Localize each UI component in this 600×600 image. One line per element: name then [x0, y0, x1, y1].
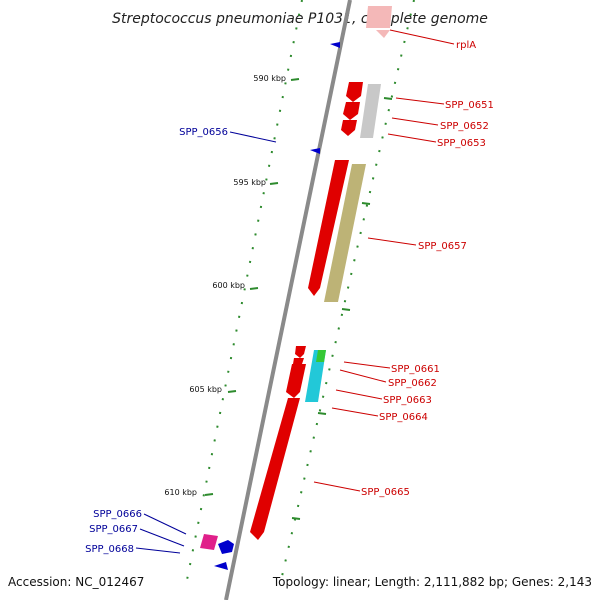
gene-arrow: [343, 102, 360, 120]
gene-SPP_0661[interactable]: [295, 346, 306, 358]
gene-reverse-arrow: [214, 562, 228, 570]
tick-marks: 590 kbp 595 kbp 600 kbp 605 kbp 610 kbp: [164, 74, 300, 497]
gene-SPP_0668[interactable]: [214, 562, 228, 570]
tick-mark: [361, 202, 371, 205]
gene-arrow: [250, 398, 300, 540]
gene-arrow: [308, 160, 349, 296]
tick-mark: [204, 493, 214, 496]
gene-arrow: [346, 82, 363, 102]
gene-block: [200, 534, 218, 550]
gene-SPP_0665[interactable]: [250, 398, 300, 540]
tick-label: 590 kbp: [253, 74, 286, 83]
gene-label: SPP_0653: [437, 138, 486, 149]
tick-label: 595 kbp: [233, 178, 266, 187]
gene-SPP_0651[interactable]: [346, 82, 363, 102]
tick-mark: [290, 78, 300, 81]
gene-arrow-tip: [376, 30, 390, 38]
tick-label: 610 kbp: [164, 488, 197, 497]
accession-text: Accession: NC_012467: [8, 575, 144, 589]
gene-label: SPP_0651: [445, 100, 494, 111]
tick-mark: [291, 517, 301, 520]
tick-mark: [341, 308, 351, 311]
gene-SPP_0663[interactable]: [286, 364, 306, 398]
tick-label: 600 kbp: [212, 281, 245, 290]
gene-rplA[interactable]: [366, 6, 392, 38]
gene-label: SPP_0652: [440, 121, 489, 132]
topology-text: Topology: linear; Length: 2,111,882 bp; …: [272, 575, 592, 589]
dotted-guides: [185, 0, 415, 586]
gene-SPP_0666[interactable]: [200, 534, 218, 550]
gene-arrow: [295, 346, 306, 358]
tick-label: 605 kbp: [189, 385, 222, 394]
gene-label: SPP_0663: [383, 395, 432, 406]
gene-SPP_0656[interactable]: [310, 148, 320, 154]
gene-arrow: [366, 6, 392, 28]
map-title: Streptococcus pneumoniae P1031, complete…: [112, 11, 488, 27]
tick-mark: [269, 182, 279, 185]
outer-left-guide: [185, 0, 303, 586]
gene-companion-bar: [360, 84, 381, 138]
label-leaders: [135, 29, 455, 554]
tick-mark: [227, 390, 237, 393]
gene-label: SPP_0666: [93, 509, 142, 520]
genome-backbone: [224, 0, 352, 600]
gene-companion-bar: [324, 164, 366, 302]
gene-label: SPP_0661: [391, 364, 440, 375]
tick-mark: [249, 287, 259, 290]
gene-SPP_0657[interactable]: [308, 160, 366, 302]
right-ticks: [291, 97, 393, 520]
gene-companion-bar: [316, 350, 326, 362]
tick-mark: [383, 97, 393, 100]
gene-reverse-arrow: [330, 42, 340, 48]
gene-label: SPP_0665: [361, 487, 410, 498]
gene-label: SPP_0667: [89, 524, 138, 535]
gene-labels: rplA SPP_0651 SPP_0652 SPP_0653 SPP_0656…: [85, 40, 494, 555]
gene-SPP_0652[interactable]: [343, 102, 360, 120]
gene-SPP_0667[interactable]: [218, 540, 234, 554]
gene-label: rplA: [456, 40, 476, 51]
tick-mark: [317, 412, 327, 415]
gene-label: SPP_0668: [85, 544, 134, 555]
gene-companion-bar: [305, 350, 326, 402]
gene-label: SPP_0662: [388, 378, 437, 389]
gene-reverse-arrow: [218, 540, 234, 554]
gene-arrow: [286, 364, 306, 398]
gene-label: SPP_0656: [179, 127, 228, 138]
gene-SPP_0653[interactable]: [341, 120, 357, 136]
gene-arrow: [341, 120, 357, 136]
gene-label: SPP_0664: [379, 412, 428, 423]
gene-label: SPP_0657: [418, 241, 467, 252]
